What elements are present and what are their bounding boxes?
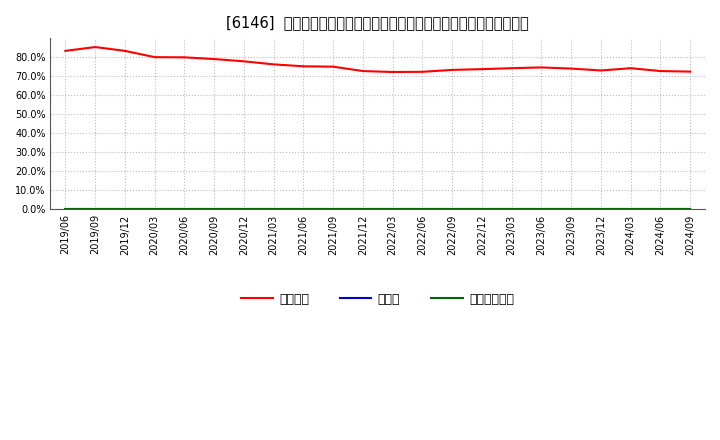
のれん: [61, 207, 70, 212]
のれん: [329, 207, 338, 212]
繰延税金資産: [537, 207, 546, 212]
繰延税金資産: [418, 207, 427, 212]
のれん: [567, 207, 575, 212]
のれん: [299, 207, 307, 212]
のれん: [626, 207, 635, 212]
のれん: [418, 207, 427, 212]
のれん: [388, 207, 397, 212]
自己資本: [299, 64, 307, 69]
繰延税金資産: [61, 207, 70, 212]
自己資本: [477, 66, 486, 72]
自己資本: [91, 44, 99, 50]
繰延税金資産: [329, 207, 338, 212]
のれん: [180, 207, 189, 212]
のれん: [359, 207, 367, 212]
自己資本: [597, 68, 606, 73]
自己資本: [180, 55, 189, 60]
のれん: [448, 207, 456, 212]
のれん: [91, 207, 99, 212]
繰延税金資産: [210, 207, 218, 212]
自己資本: [448, 67, 456, 73]
繰延税金資産: [656, 207, 665, 212]
自己資本: [210, 56, 218, 62]
のれん: [477, 207, 486, 212]
自己資本: [656, 68, 665, 73]
繰延税金資産: [388, 207, 397, 212]
繰延税金資産: [180, 207, 189, 212]
繰延税金資産: [240, 207, 248, 212]
のれん: [269, 207, 278, 212]
Legend: 自己資本, のれん, 繰延税金資産: 自己資本, のれん, 繰延税金資産: [236, 288, 519, 311]
繰延税金資産: [448, 207, 456, 212]
自己資本: [120, 48, 129, 54]
自己資本: [418, 69, 427, 74]
のれん: [508, 207, 516, 212]
のれん: [656, 207, 665, 212]
自己資本: [329, 64, 338, 70]
のれん: [240, 207, 248, 212]
のれん: [120, 207, 129, 212]
自己資本: [240, 59, 248, 64]
繰延税金資産: [597, 207, 606, 212]
繰延税金資産: [686, 207, 695, 212]
のれん: [537, 207, 546, 212]
自己資本: [508, 66, 516, 71]
のれん: [150, 207, 159, 212]
繰延税金資産: [477, 207, 486, 212]
自己資本: [388, 70, 397, 75]
自己資本: [359, 68, 367, 73]
繰延税金資産: [299, 207, 307, 212]
繰延税金資産: [508, 207, 516, 212]
自己資本: [686, 69, 695, 74]
のれん: [597, 207, 606, 212]
自己資本: [537, 65, 546, 70]
Title: [6146]  自己資本、のれん、繰延税金資産の総資産に対する比率の推移: [6146] 自己資本、のれん、繰延税金資産の総資産に対する比率の推移: [226, 15, 529, 30]
繰延税金資産: [120, 207, 129, 212]
自己資本: [567, 66, 575, 71]
繰延税金資産: [91, 207, 99, 212]
自己資本: [150, 55, 159, 60]
のれん: [686, 207, 695, 212]
繰延税金資産: [150, 207, 159, 212]
繰延税金資産: [626, 207, 635, 212]
繰延税金資産: [567, 207, 575, 212]
繰延税金資産: [269, 207, 278, 212]
のれん: [210, 207, 218, 212]
自己資本: [61, 48, 70, 54]
Line: 自己資本: 自己資本: [66, 47, 690, 72]
繰延税金資産: [359, 207, 367, 212]
自己資本: [626, 66, 635, 71]
自己資本: [269, 62, 278, 67]
